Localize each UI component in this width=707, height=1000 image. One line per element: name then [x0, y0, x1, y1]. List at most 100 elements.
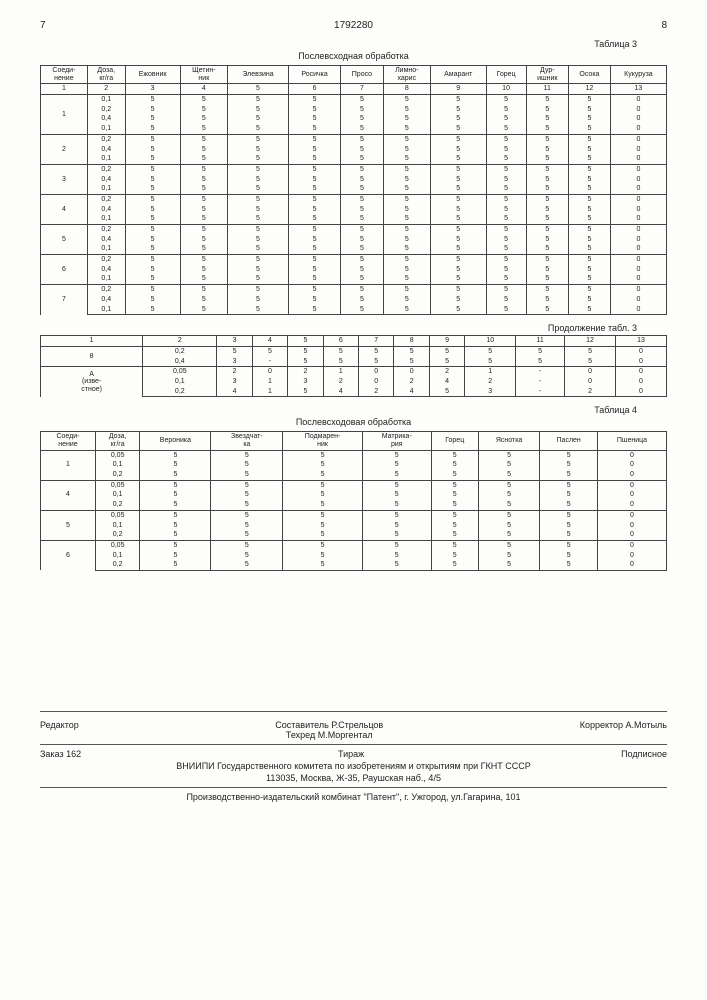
- table-cell: 5: [486, 274, 526, 284]
- table-cell: 4: [41, 480, 96, 510]
- table-cell: 5: [125, 255, 180, 265]
- table-cell: 0: [610, 244, 666, 254]
- table-row: A (изве- стное)0,0520210021-00: [41, 367, 667, 377]
- table-row: 0,455555555550: [41, 145, 667, 155]
- table-cell: 5: [362, 521, 431, 531]
- table-cell: 5: [486, 295, 526, 305]
- table-row: 0,455555555550: [41, 265, 667, 275]
- table-cell: 2: [323, 377, 358, 387]
- table4-title: Послевсходовая обработка: [40, 417, 667, 427]
- table-cell: 5: [341, 205, 383, 215]
- table-cell: Дур- ишник: [526, 66, 568, 84]
- table-cell: 5: [540, 480, 597, 490]
- table-cell: 4: [394, 387, 429, 397]
- table-cell: 5: [228, 184, 289, 194]
- table-cell: 5: [383, 114, 430, 124]
- table-cell: 5: [486, 194, 526, 204]
- table-cell: 5: [180, 225, 228, 235]
- table-cell: 0,1: [143, 377, 217, 387]
- table-cell: 0: [610, 184, 666, 194]
- table-cell: 5: [569, 184, 611, 194]
- table-cell: 4: [323, 387, 358, 397]
- table-cell: 0: [610, 285, 666, 295]
- table-cell: Звездчат- ка: [211, 432, 283, 450]
- table-cell: 5: [569, 274, 611, 284]
- table-cell: 0: [610, 265, 666, 275]
- table-cell: 5: [431, 285, 487, 295]
- table-cell: 5: [486, 154, 526, 164]
- table-cell: 5: [383, 225, 430, 235]
- table-cell: 5: [569, 214, 611, 224]
- table-cell: 7: [359, 336, 394, 347]
- table-cell: 5: [125, 134, 180, 144]
- table-row: 0,155555550: [41, 460, 667, 470]
- table-cell: 5: [288, 387, 323, 397]
- table-cell: 2: [143, 336, 217, 347]
- table-cell: 5: [41, 510, 96, 540]
- table-cell: 5: [288, 154, 340, 164]
- table-cell: 5: [228, 265, 289, 275]
- table-cell: 5: [288, 184, 340, 194]
- table-row: 0,155555555550: [41, 244, 667, 254]
- table-cell: 5: [283, 560, 363, 570]
- table-cell: 5: [569, 114, 611, 124]
- table-cell: 5: [431, 225, 487, 235]
- table-row: 0,155555555550: [41, 214, 667, 224]
- table-cell: A (изве- стное): [41, 367, 143, 397]
- table-cell: 5: [486, 235, 526, 245]
- table-cell: 7: [41, 285, 88, 315]
- table-cell: 5: [228, 225, 289, 235]
- signed: Подписное: [621, 749, 667, 759]
- table-cell: 5: [283, 470, 363, 480]
- table-cell: 0,2: [87, 255, 125, 265]
- table-cell: 5: [341, 274, 383, 284]
- table-cell: 5: [383, 235, 430, 245]
- table-cell: 5: [341, 145, 383, 155]
- table-cell: 5: [228, 154, 289, 164]
- table-row: 0,455555555550: [41, 205, 667, 215]
- table-cell: 0,1: [87, 184, 125, 194]
- table-cell: 5: [540, 560, 597, 570]
- table-cell: 5: [125, 164, 180, 174]
- table-cell: 5: [478, 480, 540, 490]
- table-cell: 6: [323, 336, 358, 347]
- table-cell: 5: [283, 530, 363, 540]
- table-cell: 5: [569, 285, 611, 295]
- table-cell: 5: [516, 346, 565, 356]
- table-cell: 5: [288, 255, 340, 265]
- table-row: 20,255555555550: [41, 134, 667, 144]
- table-row: 0,255555550: [41, 500, 667, 510]
- table-cell: 5: [431, 194, 487, 204]
- prod: Производственно-издательский комбинат "П…: [40, 792, 667, 802]
- table-cell: 8: [383, 84, 430, 95]
- table-cell: 5: [383, 265, 430, 275]
- table-cell: 5: [569, 145, 611, 155]
- table-cell: 5: [526, 295, 568, 305]
- table-cell: 5: [526, 95, 568, 105]
- table-cell: 5: [341, 295, 383, 305]
- table-cell: 5: [41, 225, 88, 255]
- table-cell: 5: [288, 244, 340, 254]
- table-cell: 5: [431, 134, 487, 144]
- table-cell: 5: [180, 255, 228, 265]
- table-cell: 5: [431, 154, 487, 164]
- table-cell: 5: [341, 105, 383, 115]
- table-cell: 5: [228, 114, 289, 124]
- table-cell: 5: [383, 175, 430, 185]
- table-cell: 5: [569, 105, 611, 115]
- table-cell: 5: [486, 285, 526, 295]
- table-cell: Элевзина: [228, 66, 289, 84]
- table-cell: 5: [383, 194, 430, 204]
- table-cell: Подмарен- ник: [283, 432, 363, 450]
- table-cell: 2: [429, 367, 464, 377]
- table-cell: 0,1: [87, 274, 125, 284]
- table-cell: 5: [211, 510, 283, 520]
- table-cell: 0: [597, 551, 666, 561]
- table-cell: 0,2: [95, 500, 139, 510]
- table-cell: 0,1: [87, 124, 125, 134]
- table-cell: 1: [41, 95, 88, 135]
- table-cell: 5: [288, 175, 340, 185]
- table-cell: 5: [288, 357, 323, 367]
- table-cell: 5: [362, 540, 431, 550]
- table-cell: 7: [341, 84, 383, 95]
